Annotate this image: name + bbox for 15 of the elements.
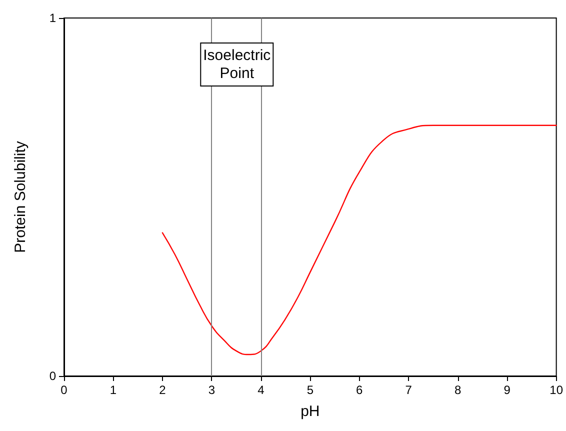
x-tick-label: 1 xyxy=(110,383,117,397)
x-tick-label: 4 xyxy=(258,383,265,397)
x-tick-label: 6 xyxy=(356,383,364,397)
x-tick-label: 7 xyxy=(405,383,412,397)
x-tick-label: 5 xyxy=(306,383,314,397)
x-tick-label: 10 xyxy=(550,383,564,397)
x-tick-label: 9 xyxy=(504,383,511,397)
y-axis-title: Protein Solubility xyxy=(12,140,29,253)
line-series xyxy=(162,124,557,356)
x-tick-label: 2 xyxy=(159,383,166,397)
annotation: Isoelectric Point xyxy=(203,47,272,82)
x-tick-label: 0 xyxy=(60,383,68,397)
x-tick-label: 3 xyxy=(208,383,216,397)
x-axis-title: pH xyxy=(300,403,320,420)
x-tick-label: 8 xyxy=(454,383,462,397)
